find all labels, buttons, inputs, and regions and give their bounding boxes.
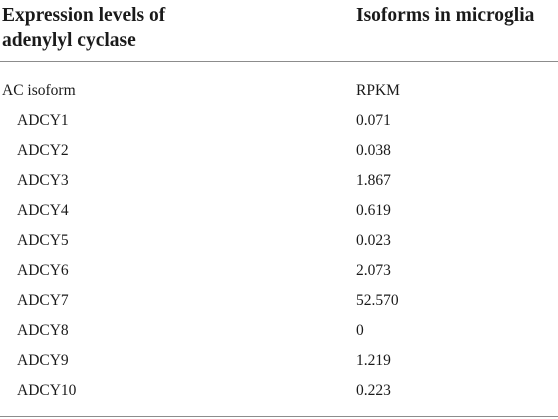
rpkm-value: 0 — [356, 322, 364, 339]
table-row: ADCY2 0.038 — [0, 136, 558, 166]
table-row: ADCY7 52.570 — [0, 286, 558, 316]
isoform-name: ADCY5 — [17, 232, 69, 249]
table-row: ADCY6 2.073 — [0, 256, 558, 286]
rpkm-value: 0.619 — [356, 202, 391, 219]
isoform-name: ADCY1 — [17, 112, 69, 129]
rpkm-value: 0.023 — [356, 232, 391, 249]
table-row: ADCY3 1.867 — [0, 166, 558, 196]
isoform-name: ADCY7 — [17, 292, 69, 309]
header-divider — [0, 61, 558, 62]
rpkm-value: 0.223 — [356, 382, 391, 399]
header-right-title: Isoforms in microglia — [356, 5, 535, 26]
isoform-name: ADCY9 — [17, 352, 69, 369]
table-row: ADCY5 0.023 — [0, 226, 558, 256]
header-left-line2: adenylyl cyclase — [2, 30, 136, 51]
rpkm-value: 0.038 — [356, 142, 391, 159]
table-row: ADCY8 0 — [0, 316, 558, 346]
table-header: Expression levels of adenylyl cyclase Is… — [0, 0, 558, 60]
isoform-name: ADCY4 — [17, 202, 69, 219]
rpkm-value: 0.071 — [356, 112, 391, 129]
isoform-name: ADCY2 — [17, 142, 69, 159]
isoform-name: ADCY6 — [17, 262, 69, 279]
table-bottom-rule — [0, 416, 558, 417]
rpkm-value: 1.219 — [356, 352, 391, 369]
table-row: ADCY4 0.619 — [0, 196, 558, 226]
subheader-value: RPKM — [356, 82, 400, 99]
rpkm-value: 1.867 — [356, 172, 391, 189]
rpkm-value: 52.570 — [356, 292, 399, 309]
table-row: ADCY9 1.219 — [0, 346, 558, 376]
header-left-line1: Expression levels of — [2, 5, 166, 26]
header-left-title: Expression levels of adenylyl cyclase — [2, 3, 302, 53]
isoform-name: ADCY10 — [17, 382, 77, 399]
subheader-row: AC isoform RPKM — [0, 76, 558, 106]
isoform-name: ADCY8 — [17, 322, 69, 339]
subheader-name: AC isoform — [2, 82, 76, 99]
rpkm-value: 2.073 — [356, 262, 391, 279]
isoform-name: ADCY3 — [17, 172, 69, 189]
table-row: ADCY10 0.223 — [0, 376, 558, 406]
table-row: ADCY1 0.071 — [0, 106, 558, 136]
